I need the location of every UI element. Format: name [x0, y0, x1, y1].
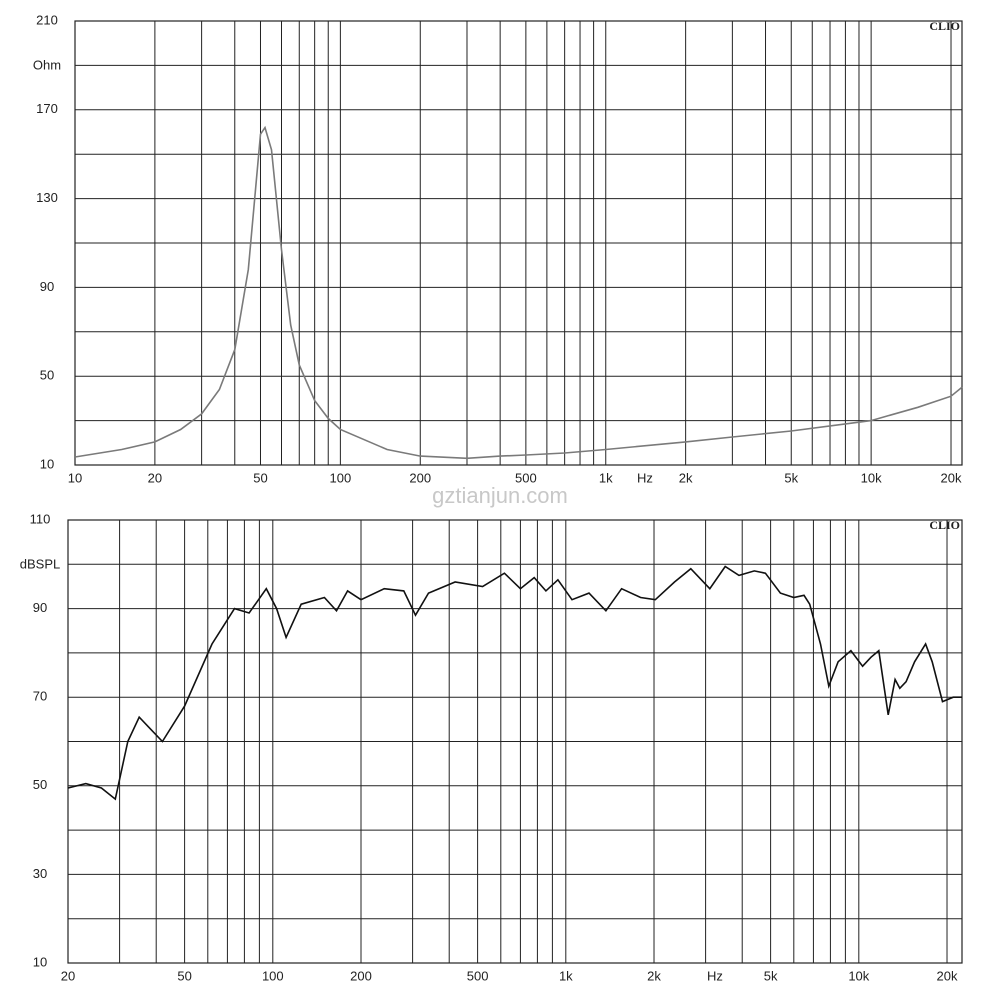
x-tick-label: 20 — [148, 470, 162, 485]
x-tick-label: 200 — [409, 470, 431, 485]
x-unit-label: Hz — [637, 470, 653, 485]
y-unit-label: dBSPL — [20, 556, 60, 571]
y-tick-label: 50 — [33, 777, 47, 792]
x-tick-label: 100 — [330, 470, 352, 485]
x-tick-label: 2k — [647, 968, 661, 983]
plot-frame — [67, 519, 963, 964]
y-tick-label: 90 — [33, 600, 47, 615]
x-tick-label: 20k — [937, 968, 958, 983]
y-tick-label: 130 — [36, 190, 58, 205]
x-tick-label: 50 — [177, 968, 191, 983]
x-tick-label: 5k — [784, 470, 798, 485]
y-tick-label: 110 — [30, 511, 51, 526]
x-tick-label: 1k — [599, 470, 613, 485]
y-tick-label: 50 — [40, 368, 54, 383]
y-tick-label: 210 — [36, 12, 58, 27]
y-tick-label: 90 — [40, 279, 54, 294]
y-tick-label: 70 — [33, 689, 47, 704]
y-tick-label: 10 — [40, 456, 54, 471]
x-tick-label: 20 — [61, 968, 75, 983]
x-tick-label: 10k — [861, 470, 882, 485]
plot-frame — [74, 20, 963, 466]
watermark: gztianjun.com — [432, 483, 568, 508]
x-tick-label: 50 — [253, 470, 267, 485]
x-tick-label: 500 — [467, 968, 489, 983]
series-line — [67, 565, 962, 801]
x-tick-label: 20k — [941, 470, 962, 485]
x-tick-label: 100 — [262, 968, 284, 983]
brand-label: CLIO — [929, 518, 960, 532]
x-tick-label: 1k — [559, 968, 573, 983]
y-tick-label: 10 — [33, 954, 47, 969]
x-tick-label: 5k — [764, 968, 778, 983]
x-tick-label: 10 — [68, 470, 82, 485]
brand-label: CLIO — [929, 19, 960, 33]
x-tick-label: 10k — [848, 968, 869, 983]
y-unit-label: Ohm — [33, 57, 61, 72]
y-tick-label: 170 — [36, 101, 58, 116]
x-tick-label: 500 — [515, 470, 537, 485]
x-tick-label: 2k — [679, 470, 693, 485]
x-tick-label: 200 — [350, 968, 372, 983]
series-line — [74, 125, 963, 460]
x-unit-label: Hz — [707, 968, 723, 983]
y-tick-label: 30 — [33, 866, 47, 881]
